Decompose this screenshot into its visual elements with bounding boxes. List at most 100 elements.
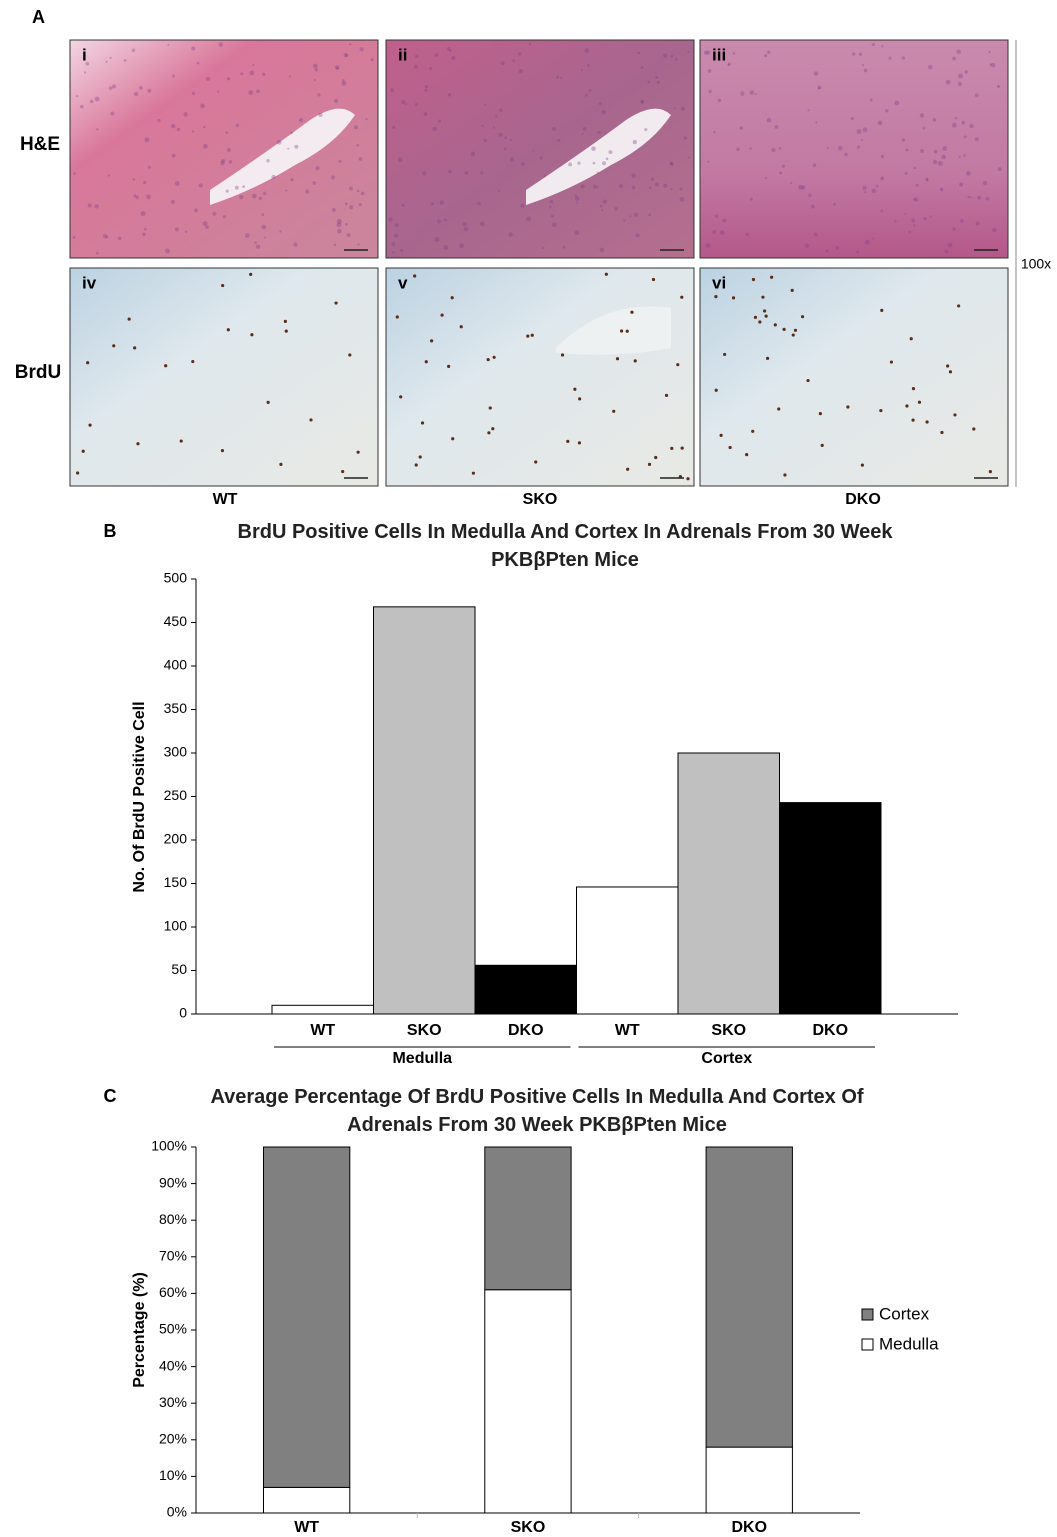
texture xyxy=(706,50,711,55)
texture xyxy=(401,100,406,105)
texture xyxy=(778,171,783,175)
texture xyxy=(856,145,860,149)
texture xyxy=(220,161,225,166)
stained-nucleus xyxy=(806,378,810,383)
stained-nucleus xyxy=(341,469,345,474)
bar-segment xyxy=(484,1289,572,1514)
stained-nucleus xyxy=(686,477,690,481)
legend-swatch xyxy=(861,1338,874,1351)
stained-nucleus xyxy=(487,431,491,435)
texture xyxy=(837,145,843,151)
texture xyxy=(597,130,601,135)
texture xyxy=(397,157,403,163)
x-tick-label: DKO xyxy=(731,1519,767,1536)
texture xyxy=(556,75,560,79)
texture xyxy=(901,56,906,60)
bar-segment xyxy=(705,1446,793,1514)
texture xyxy=(157,118,161,123)
stained-nucleus xyxy=(220,449,225,453)
texture xyxy=(430,202,434,206)
texture xyxy=(314,68,318,72)
texture xyxy=(234,185,239,190)
y-tick-label: 80% xyxy=(159,1211,187,1227)
texture xyxy=(226,77,231,81)
stained-nucleus xyxy=(676,363,680,367)
texture xyxy=(217,90,220,93)
texture xyxy=(911,218,916,223)
texture xyxy=(810,204,815,209)
texture xyxy=(707,160,710,163)
texture xyxy=(602,199,607,204)
stained-nucleus xyxy=(356,450,360,454)
stained-nucleus xyxy=(577,441,582,445)
group-label: Medulla xyxy=(392,1050,452,1067)
texture xyxy=(191,46,196,51)
texture xyxy=(963,135,967,139)
texture xyxy=(961,120,966,125)
stained-nucleus xyxy=(790,288,794,293)
texture xyxy=(997,85,1000,88)
texture xyxy=(174,227,179,232)
texture xyxy=(172,74,176,78)
panel-label: A xyxy=(32,7,45,27)
stained-nucleus xyxy=(399,395,403,399)
texture xyxy=(194,208,199,213)
texture xyxy=(863,68,868,73)
y-tick-label: 250 xyxy=(164,787,188,803)
bar-segment xyxy=(262,1486,351,1514)
texture xyxy=(550,214,555,218)
texture xyxy=(348,186,353,191)
texture xyxy=(958,73,964,79)
texture xyxy=(592,161,596,165)
texture xyxy=(248,90,254,95)
texture xyxy=(176,127,181,132)
stained-nucleus xyxy=(909,337,913,341)
texture xyxy=(985,196,990,201)
texture xyxy=(390,88,395,93)
stained-nucleus xyxy=(719,433,723,438)
texture xyxy=(191,130,195,133)
panel-number: i xyxy=(82,45,87,64)
y-tick-label: 20% xyxy=(159,1431,187,1447)
texture xyxy=(218,42,224,47)
texture xyxy=(202,143,208,149)
stained-nucleus xyxy=(626,467,630,471)
texture xyxy=(739,126,744,130)
stained-nucleus xyxy=(905,404,909,408)
stained-nucleus xyxy=(818,412,822,416)
stained-nucleus xyxy=(793,328,798,332)
texture xyxy=(687,156,690,159)
stained-nucleus xyxy=(889,360,894,364)
texture xyxy=(774,124,779,129)
texture xyxy=(888,56,892,60)
texture xyxy=(771,147,776,153)
texture xyxy=(356,189,360,193)
stained-nucleus xyxy=(800,315,805,319)
texture xyxy=(313,78,316,82)
stained-nucleus xyxy=(625,329,629,333)
texture xyxy=(359,47,364,52)
texture xyxy=(429,66,433,71)
texture xyxy=(447,93,452,97)
texture xyxy=(562,245,566,249)
texture xyxy=(557,138,561,143)
texture xyxy=(212,211,217,216)
stained-nucleus xyxy=(560,353,565,357)
texture xyxy=(714,214,719,218)
texture xyxy=(764,176,768,180)
texture xyxy=(574,194,577,197)
stained-nucleus xyxy=(651,277,656,282)
stained-nucleus xyxy=(714,388,718,392)
stained-nucleus xyxy=(491,427,495,431)
stained-nucleus xyxy=(765,356,770,360)
texture xyxy=(315,166,320,171)
texture xyxy=(528,43,531,46)
texture xyxy=(640,99,645,104)
texture xyxy=(679,187,683,191)
texture xyxy=(443,245,449,250)
texture xyxy=(365,118,368,121)
stained-nucleus xyxy=(430,339,434,343)
texture xyxy=(856,129,862,135)
stained-nucleus xyxy=(670,446,674,451)
texture xyxy=(593,184,597,189)
